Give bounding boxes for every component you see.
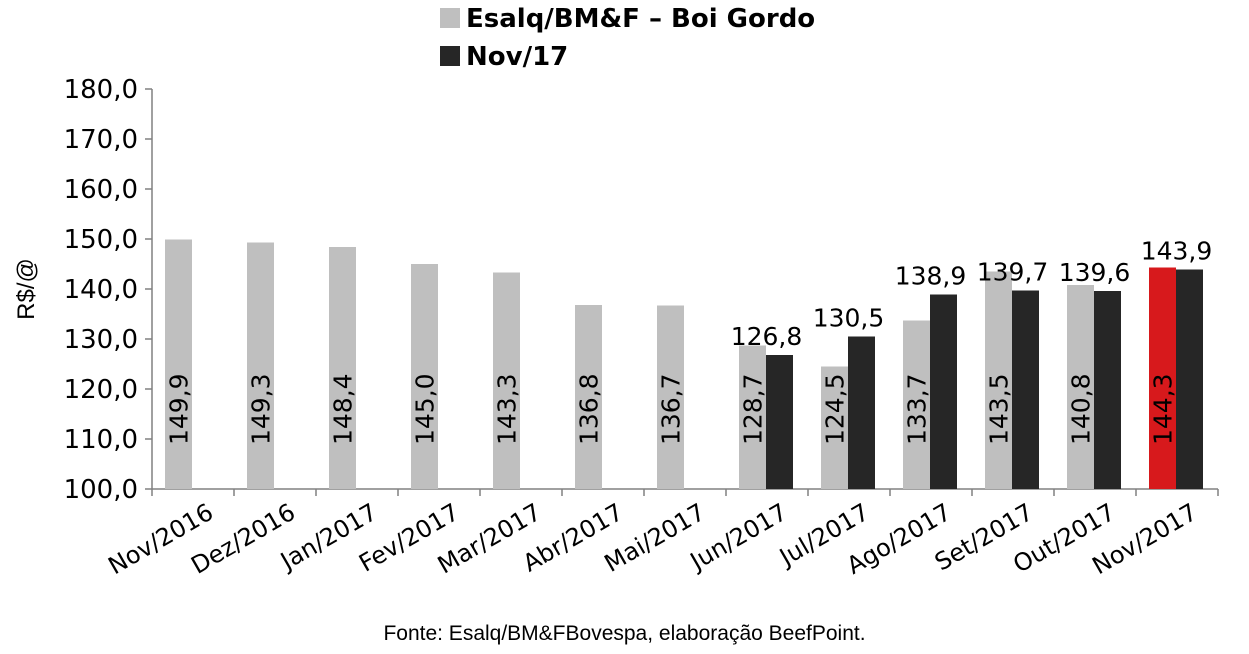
data-label: 149,3 — [247, 373, 276, 445]
y-tick-label: 120,0 — [64, 375, 138, 405]
y-tick-label: 180,0 — [64, 75, 138, 105]
bar-esalq — [903, 320, 930, 489]
data-label: 143,5 — [985, 373, 1014, 445]
legend-label: Nov/17 — [466, 42, 568, 72]
bar-esalq — [493, 272, 520, 489]
y-tick-label: 100,0 — [64, 475, 138, 505]
data-label: 149,9 — [165, 373, 194, 445]
data-label: 139,7 — [977, 258, 1049, 287]
data-label: 128,7 — [739, 373, 768, 445]
y-tick-label: 130,0 — [64, 325, 138, 355]
y-axis-title: R$/@ — [13, 258, 40, 320]
bar-esalq — [329, 247, 356, 489]
legend-swatch — [440, 8, 460, 28]
bar-esalq — [821, 366, 848, 489]
bar-esalq — [985, 271, 1012, 489]
data-label: 138,9 — [895, 262, 967, 291]
bar-nov17 — [766, 355, 793, 489]
data-label: 140,8 — [1067, 373, 1096, 445]
data-label: 124,5 — [821, 373, 850, 445]
bar-esalq — [411, 264, 438, 489]
bar-esalq — [247, 242, 274, 489]
x-axis: Nov/2016Dez/2016Jan/2017Fev/2017Mar/2017… — [104, 488, 1219, 580]
bar-nov17 — [930, 294, 957, 489]
data-label: 130,5 — [813, 304, 885, 333]
bar-esalq — [657, 305, 684, 489]
data-label: 133,7 — [903, 373, 932, 445]
data-label: 126,8 — [731, 322, 803, 351]
y-tick-label: 170,0 — [64, 125, 138, 155]
y-tick-label: 160,0 — [64, 175, 138, 205]
bar-nov17 — [1094, 291, 1121, 489]
y-axis: 100,0 110,0 120,0 130,0 140,0 150,0 160,0 170,0… — [64, 75, 153, 505]
legend: Esalq/BM&F – Boi Gordo Nov/17 — [440, 4, 815, 72]
data-label: 143,9 — [1141, 237, 1213, 266]
data-label: 144,3 — [1149, 373, 1178, 445]
bar-nov17 — [1176, 269, 1203, 489]
legend-label: Esalq/BM&F – Boi Gordo — [466, 4, 815, 34]
bar-esalq — [739, 345, 766, 489]
bar-esalq — [1067, 285, 1094, 489]
y-tick-label: 150,0 — [64, 225, 138, 255]
data-label: 148,4 — [329, 373, 358, 445]
bars: 149,9 149,3 148,4 145,0 143,3 136,8 136,7 128,7… — [165, 237, 1213, 489]
bar-esalq — [575, 305, 602, 489]
source-note: Fonte: Esalq/BM&FBovespa, elaboração Bee… — [383, 622, 866, 645]
bar-esalq — [165, 239, 192, 489]
data-label: 136,7 — [657, 373, 686, 445]
bar-nov17 — [848, 336, 875, 489]
data-label: 136,8 — [575, 373, 604, 445]
y-tick-label: 110,0 — [64, 425, 138, 455]
legend-swatch — [440, 46, 460, 66]
data-label: 139,6 — [1059, 258, 1131, 287]
data-label: 145,0 — [411, 373, 440, 445]
data-label: 143,3 — [493, 373, 522, 445]
y-tick-label: 140,0 — [64, 275, 138, 305]
bar-nov17 — [1012, 290, 1039, 489]
bar-esalq — [1149, 267, 1176, 489]
